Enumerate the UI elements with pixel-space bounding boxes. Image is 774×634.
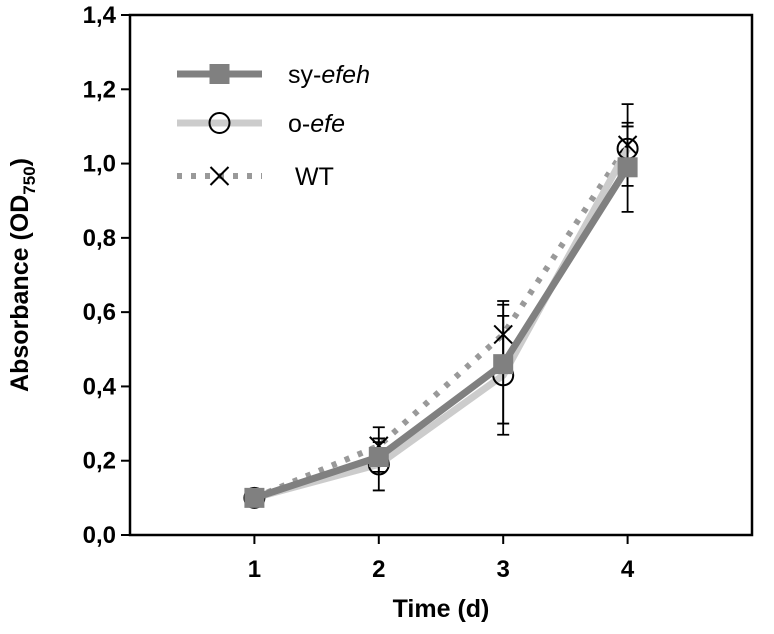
y-tick-label: 0,0	[83, 522, 116, 549]
legend-label-sy-efeh: sy-efeh	[288, 61, 370, 89]
x-tick-label: 3	[497, 556, 510, 583]
data-point-sy-efeh	[368, 447, 389, 467]
y-axis-title: Absorbance (OD750)	[6, 158, 39, 392]
legend-entry-sy-efeh: sy-efeh	[177, 61, 370, 89]
y-tick-label: 0,8	[83, 225, 116, 252]
y-tick-label: 1,2	[83, 76, 116, 103]
legend: sy-efeh o-efe WT	[177, 61, 370, 191]
plot-frame	[128, 13, 754, 537]
y-tick-label: 0,2	[83, 448, 116, 475]
legend-label-prefix: o-	[288, 110, 310, 138]
y-axis-ticks: 0,0 0,2 0,4 0,6 0,8 1,0 1,2 1,4	[83, 2, 130, 549]
series-line-o-efe	[253, 147, 631, 502]
legend-entry-wt: WT	[177, 163, 334, 191]
y-axis-title-close: )	[6, 158, 34, 166]
y-tick-label: 0,4	[83, 373, 117, 400]
legend-label-prefix: sy-	[288, 61, 321, 89]
x-axis-title: Time (d)	[393, 595, 490, 623]
legend-marker-o-efe	[208, 112, 231, 134]
series-line-sy-efeh	[253, 165, 631, 502]
legend-marker-sy-efeh	[209, 64, 230, 84]
legend-label-italic: efeh	[321, 61, 370, 89]
series-layer	[243, 103, 639, 509]
data-point-sy-efeh	[493, 354, 514, 375]
x-tick-label: 4	[621, 556, 635, 583]
y-tick-label: 1,4	[83, 2, 117, 29]
legend-entry-o-efe: o-efe	[177, 110, 345, 138]
legend-label-o-efe: o-efe	[288, 110, 345, 138]
x-tick-label: 1	[248, 556, 261, 583]
legend-label-italic: efe	[310, 110, 345, 138]
y-tick-label: 0,6	[83, 299, 116, 326]
y-tick-label: 1,0	[83, 151, 116, 178]
series-sy-efeh	[244, 121, 638, 508]
y-axis-title-subscript: 750	[20, 166, 39, 194]
legend-label-text: WT	[295, 163, 334, 191]
legend-label-wt: WT	[295, 163, 334, 191]
legend-marker-wt	[209, 166, 230, 186]
data-point-sy-efeh	[244, 487, 265, 508]
series-line-wt	[253, 143, 631, 501]
y-axis-title-main: Absorbance (OD	[6, 195, 34, 392]
x-tick-label: 2	[372, 556, 385, 583]
data-point-sy-efeh	[617, 157, 638, 178]
x-axis-ticks: 1 2 3 4	[248, 535, 635, 583]
